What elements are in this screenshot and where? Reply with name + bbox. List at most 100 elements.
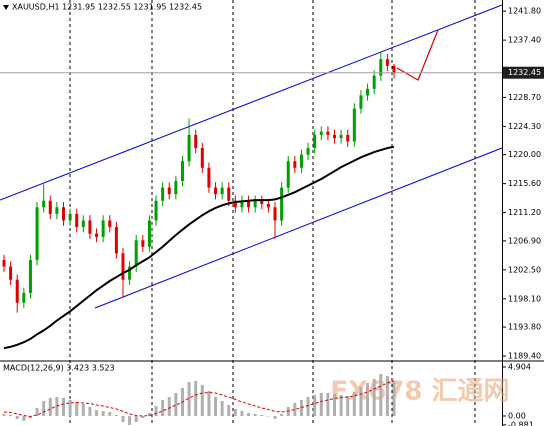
macd-bar	[161, 400, 165, 416]
candle-body	[88, 220, 92, 234]
y-tick-label: 1241.80	[508, 7, 541, 16]
macd-bar	[61, 398, 65, 416]
macd-bar	[372, 379, 376, 416]
macd-bar	[154, 406, 158, 416]
y-tick-label: -0.881	[508, 420, 534, 426]
macd-bar	[134, 416, 138, 422]
macd-bar	[273, 416, 277, 419]
candle-body	[194, 134, 198, 149]
y-tick-label: 1198.10	[508, 294, 541, 303]
candle-body	[134, 240, 138, 267]
candle-body	[101, 220, 105, 237]
candle-body	[167, 187, 171, 195]
macd-bar	[227, 405, 231, 416]
candle-body	[372, 75, 376, 89]
macd-bar	[346, 396, 350, 416]
candle-body	[128, 266, 132, 280]
candle-body	[339, 134, 343, 139]
candle-body	[306, 148, 310, 155]
candle-body	[22, 292, 26, 303]
macd-bar	[128, 416, 132, 425]
macd-bar	[22, 416, 26, 421]
macd-bar	[15, 416, 19, 419]
macd-bar	[366, 383, 370, 416]
candle-body	[352, 108, 356, 142]
forecast-line	[396, 29, 439, 81]
candle-body	[81, 220, 85, 228]
macd-bar	[280, 414, 284, 416]
macd-title: MACD(12,26,9) 3.423 3.523	[3, 364, 115, 373]
macd-bar	[81, 404, 85, 416]
macd-bar	[88, 407, 92, 416]
macd-bar	[200, 385, 204, 416]
candle-body	[227, 187, 231, 201]
candle-body	[379, 59, 383, 76]
macd-bar	[121, 416, 125, 422]
candle-body	[299, 154, 303, 168]
macd-bar	[68, 400, 72, 416]
candle-body	[200, 148, 204, 168]
y-tick-label: 1224.30	[508, 122, 541, 131]
candle-body	[9, 266, 13, 280]
moving-average	[3, 145, 395, 350]
candle-body	[154, 200, 158, 221]
candle-body	[161, 187, 165, 201]
macd-bar	[187, 382, 191, 416]
candle-body	[273, 207, 277, 221]
candle-body	[286, 161, 290, 188]
candle-body	[2, 259, 6, 267]
macd-bar	[333, 394, 337, 416]
candle-body	[95, 233, 99, 237]
macd-bar	[42, 401, 46, 416]
y-tick-label: 0.00	[508, 412, 526, 421]
candle-body	[35, 207, 39, 260]
macd-bar	[379, 374, 383, 416]
y-tick-label: 1228.70	[508, 93, 541, 102]
y-tick-label: 1220.00	[508, 150, 541, 159]
macd-bar	[194, 381, 198, 416]
y-tick-label: 1189.40	[508, 352, 541, 361]
candle-body	[187, 134, 191, 162]
macd-bar	[293, 403, 297, 416]
watermark: FX678 汇通网	[330, 377, 509, 407]
macd-bar	[319, 393, 323, 416]
candle-body	[359, 95, 363, 109]
macd-bar	[220, 401, 224, 416]
y-tick-label: 1211.20	[508, 208, 541, 217]
candle-body	[385, 59, 389, 66]
symbol-icon	[3, 5, 9, 10]
candle-body	[333, 134, 337, 139]
signal-line	[3, 380, 395, 418]
candle-body	[147, 220, 151, 247]
candle-body	[266, 204, 270, 208]
macd-bar	[114, 415, 118, 416]
macd-bar	[207, 391, 211, 416]
y-tick-label: 1206.90	[508, 236, 541, 245]
macd-bar	[392, 381, 396, 416]
macd-bar	[385, 376, 389, 416]
candle-body	[313, 134, 317, 149]
candle-body	[48, 200, 52, 214]
macd-bar	[48, 398, 52, 416]
macd-bar	[108, 412, 112, 416]
y-tick-label: 1202.50	[508, 265, 541, 274]
macd-bar	[35, 408, 39, 416]
candle-body	[55, 207, 59, 214]
candle-body	[392, 65, 396, 73]
candle-body	[28, 259, 32, 293]
macd-bar	[253, 414, 257, 416]
last-price-label: 1232.45	[508, 68, 541, 77]
candle-body	[121, 253, 125, 280]
chart-title: XAUUSD,H1 1231.95 1232.55 1231.95 1232.4…	[12, 3, 202, 12]
candle-body	[293, 161, 297, 168]
candle-body	[366, 88, 370, 96]
candle-body	[319, 131, 323, 135]
y-tick-label: 1237.40	[508, 36, 541, 45]
macd-bar	[247, 413, 251, 416]
time-separators	[69, 0, 476, 426]
candle-body	[108, 220, 112, 228]
macd-bar	[141, 416, 145, 418]
